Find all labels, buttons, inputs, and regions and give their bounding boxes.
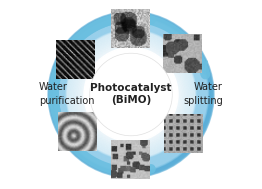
Text: Water: Water [194, 82, 223, 92]
Circle shape [90, 53, 172, 136]
Text: Photocatalyst: Photocatalyst [90, 83, 172, 93]
Circle shape [84, 48, 178, 141]
Text: splitting: splitting [183, 96, 223, 106]
Text: (BiMO): (BiMO) [111, 95, 151, 105]
Text: purification: purification [39, 96, 95, 106]
Text: Water: Water [39, 82, 68, 92]
